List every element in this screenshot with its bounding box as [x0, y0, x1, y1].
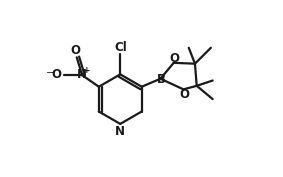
Text: O: O: [169, 52, 179, 65]
Text: Cl: Cl: [115, 41, 128, 54]
Text: −: −: [46, 68, 55, 78]
Text: O: O: [52, 68, 62, 81]
Text: N: N: [115, 125, 125, 138]
Text: O: O: [179, 88, 189, 101]
Text: N: N: [77, 68, 87, 81]
Text: +: +: [83, 66, 91, 75]
Text: O: O: [71, 44, 81, 57]
Text: B: B: [157, 73, 166, 86]
